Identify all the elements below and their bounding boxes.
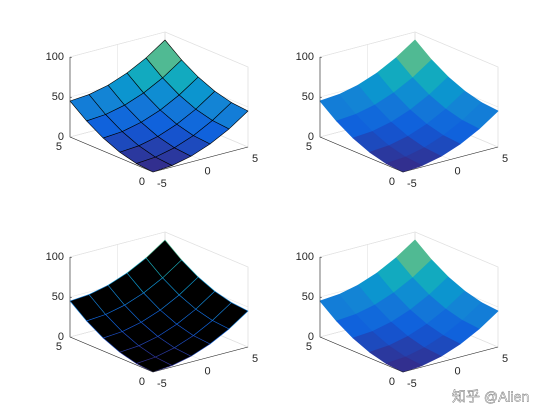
y-tick-label: 5: [56, 341, 62, 353]
y-tick-label: 5: [56, 141, 62, 153]
grid-line: [414, 31, 499, 68]
z-tick-label: 0: [58, 331, 64, 343]
x-axis-line: [152, 146, 249, 173]
x-axis-line: [402, 146, 499, 173]
x-tick-label: -5: [157, 178, 167, 190]
x-tick-label: 0: [205, 365, 211, 377]
grid-line: [164, 231, 249, 268]
x-tick-label: 5: [252, 153, 258, 165]
y-axis-line: [319, 136, 404, 173]
y-tick-label: 0: [139, 176, 145, 188]
z-tick-label: 50: [302, 291, 314, 303]
x-tick-label: -5: [407, 378, 417, 390]
watermark: 知乎 @Alien: [452, 389, 529, 405]
z-tick-label: 50: [302, 91, 314, 103]
y-axis-line: [319, 336, 404, 373]
surface-patch: [136, 156, 173, 173]
y-tick-label: 5: [306, 141, 312, 153]
y-axis-line: [69, 136, 154, 173]
z-tick-label: 0: [308, 331, 314, 343]
y-tick-label: 0: [389, 376, 395, 388]
z-tick-label: 100: [46, 51, 64, 63]
y-axis-line: [69, 336, 154, 373]
y-tick-label: 5: [306, 341, 312, 353]
surface-patch: [385, 156, 423, 173]
surface-patch: [136, 356, 173, 373]
x-axis-line: [402, 346, 499, 373]
z-tick-label: 50: [52, 91, 64, 103]
x-tick-label: 5: [502, 153, 508, 165]
x-tick-label: 5: [252, 353, 258, 365]
x-tick-label: 0: [205, 165, 211, 177]
grid-line: [414, 231, 499, 268]
z-tick-label: 100: [296, 51, 314, 63]
z-tick-label: 100: [296, 251, 314, 263]
x-tick-label: 5: [502, 353, 508, 365]
z-tick-label: 50: [52, 291, 64, 303]
x-tick-label: -5: [157, 378, 167, 390]
x-tick-label: 0: [455, 365, 461, 377]
grid-line: [164, 31, 249, 68]
z-tick-label: 0: [308, 131, 314, 143]
z-tick-label: 0: [58, 131, 64, 143]
z-tick-label: 100: [46, 251, 64, 263]
surface-patch: [385, 356, 423, 373]
y-tick-label: 0: [389, 176, 395, 188]
x-tick-label: -5: [407, 178, 417, 190]
x-axis-line: [152, 346, 249, 373]
y-tick-label: 0: [139, 376, 145, 388]
x-tick-label: 0: [455, 165, 461, 177]
